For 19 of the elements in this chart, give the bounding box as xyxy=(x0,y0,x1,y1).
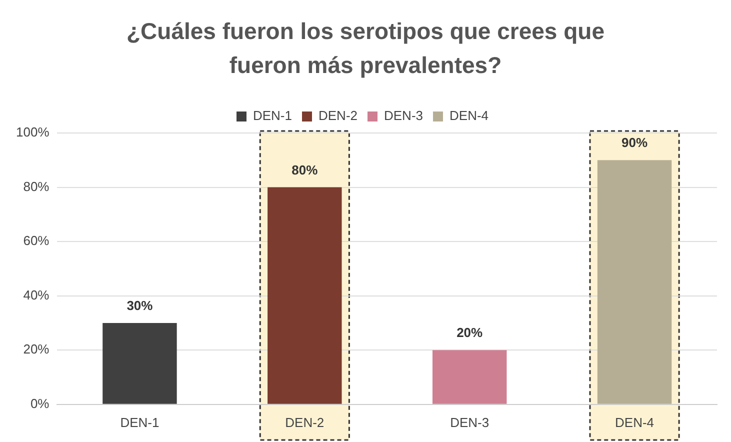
data-label: 80% xyxy=(292,162,318,178)
data-label: 20% xyxy=(456,325,484,340)
x-tick-label: DEN-4 xyxy=(615,414,654,430)
x-tick-label: DEN-1 xyxy=(120,414,160,430)
y-tick-label: 100% xyxy=(16,124,50,140)
y-tick-label: 0% xyxy=(30,396,50,411)
y-tick-label: 20% xyxy=(23,342,50,357)
data-label: 90% xyxy=(622,135,648,150)
y-tick-label: 80% xyxy=(23,178,50,194)
y-tick-label: 40% xyxy=(23,287,50,302)
x-tick-label: DEN-3 xyxy=(450,414,490,430)
legend-label: DEN-1 xyxy=(252,108,292,124)
chart-title: ¿Cuáles fueron los serotipos que crees que fueron más prevalentes? xyxy=(125,17,606,80)
data-label: 30% xyxy=(126,298,154,314)
legend-label: DEN-4 xyxy=(450,108,489,124)
legend-label: DEN-3 xyxy=(384,108,424,124)
y-tick-label: 60% xyxy=(23,233,50,248)
x-tick-label: DEN-2 xyxy=(285,414,324,430)
legend-label: DEN-2 xyxy=(318,108,358,124)
